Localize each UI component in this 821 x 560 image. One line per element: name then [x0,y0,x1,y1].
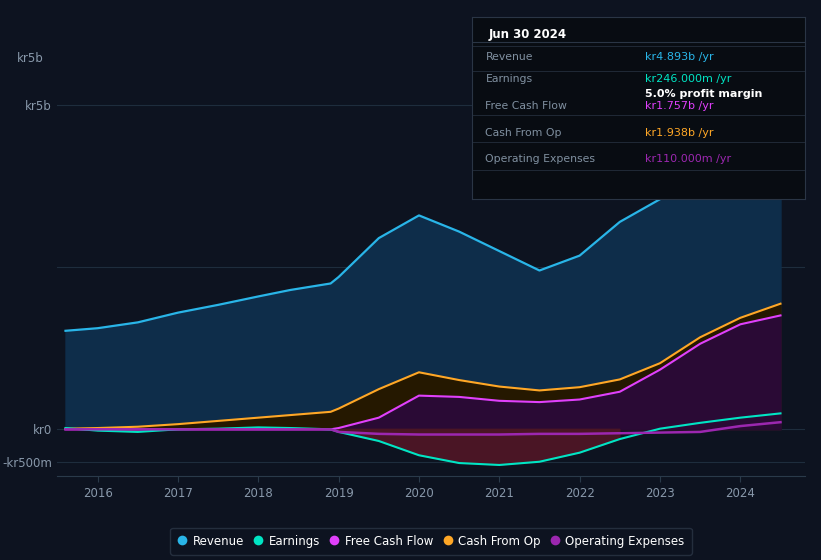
Text: Jun 30 2024: Jun 30 2024 [488,28,566,41]
Text: kr1.938b /yr: kr1.938b /yr [645,128,713,138]
Text: Revenue: Revenue [485,52,533,62]
Text: Operating Expenses: Operating Expenses [485,154,595,164]
Text: kr4.893b /yr: kr4.893b /yr [645,52,713,62]
Text: kr1.757b /yr: kr1.757b /yr [645,101,713,111]
Text: kr5b: kr5b [16,52,44,65]
Text: kr110.000m /yr: kr110.000m /yr [645,154,732,164]
Text: Earnings: Earnings [485,74,533,83]
Text: 5.0% profit margin: 5.0% profit margin [645,89,763,99]
Text: Free Cash Flow: Free Cash Flow [485,101,567,111]
Text: kr246.000m /yr: kr246.000m /yr [645,74,732,83]
Legend: Revenue, Earnings, Free Cash Flow, Cash From Op, Operating Expenses: Revenue, Earnings, Free Cash Flow, Cash … [170,528,692,555]
Text: Cash From Op: Cash From Op [485,128,562,138]
